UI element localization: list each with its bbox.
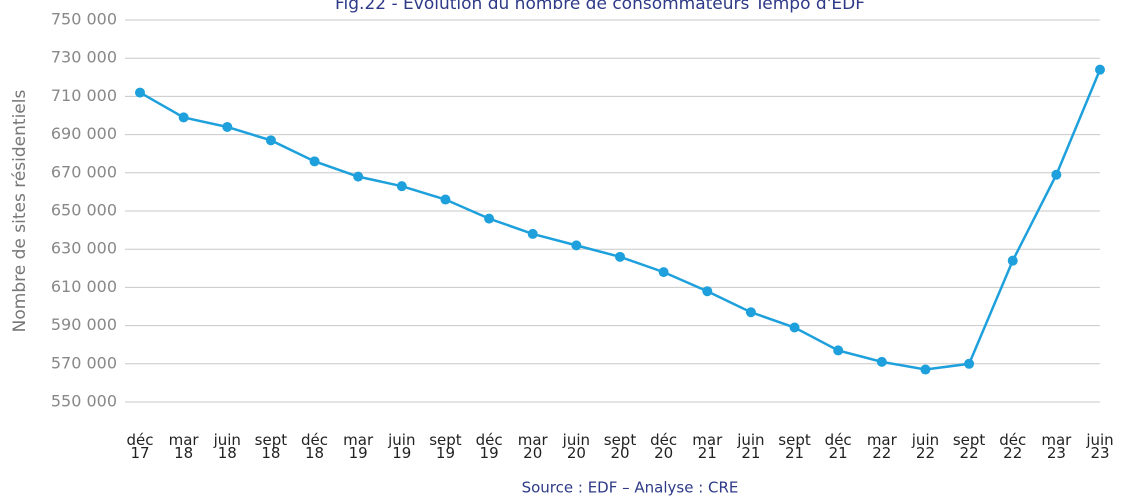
- line: [139, 69, 1102, 371]
- point: [876, 356, 887, 367]
- point: [1095, 64, 1105, 75]
- point: [658, 267, 669, 278]
- point: [1051, 169, 1062, 180]
- x-tick-label: sept 20: [603, 431, 637, 462]
- y-tick-label: 630 000: [51, 239, 117, 258]
- point: [527, 228, 538, 239]
- x-tick-label: mar 20: [517, 431, 548, 462]
- y-tick-label: 690 000: [51, 124, 117, 143]
- x-tick-label: mar 18: [168, 431, 199, 462]
- point: [964, 358, 975, 369]
- x-tick-label: déc 17: [126, 431, 154, 462]
- x-tick-label: mar 22: [866, 431, 897, 462]
- point: [135, 87, 145, 98]
- x-tick-label: sept 18: [254, 431, 288, 462]
- point: [178, 112, 189, 123]
- point: [615, 251, 625, 262]
- x-tick-label: mar 19: [343, 431, 374, 462]
- y-tick-label: 750 000: [51, 10, 117, 29]
- x-tick-label: déc 21: [824, 431, 852, 462]
- x-tick-label: juin 20: [562, 431, 591, 462]
- point: [309, 156, 320, 167]
- x-tick-label: déc 18: [301, 431, 329, 462]
- x-tick-label: déc 19: [475, 431, 503, 462]
- point: [396, 181, 407, 192]
- x-tick-label: déc 20: [650, 431, 678, 462]
- point: [1007, 255, 1018, 266]
- x-tick-label: déc 22: [999, 431, 1027, 462]
- x-tick-label: juin 18: [213, 431, 241, 462]
- y-axis-label: Nombre de sites résidentiels: [10, 90, 30, 333]
- y-tick-label: 650 000: [51, 201, 117, 220]
- point: [745, 307, 756, 318]
- x-tick-label: sept 22: [952, 431, 986, 462]
- y-tick-label: 670 000: [51, 162, 117, 181]
- x-tick-label: mar 23: [1041, 431, 1072, 462]
- point: [222, 121, 233, 132]
- y-tick-label: 550 000: [51, 392, 117, 411]
- x-tick-label: juin 21: [737, 431, 765, 462]
- x-tick-label: juin 19: [388, 431, 416, 462]
- x-tick-label: mar 21: [692, 431, 723, 462]
- point: [702, 286, 713, 297]
- y-tick-label: 710 000: [51, 86, 117, 105]
- y-tick-label: 570 000: [51, 353, 117, 372]
- source: Source : EDF – Analyse : CRE: [522, 479, 739, 497]
- point: [920, 364, 931, 375]
- point: [440, 194, 451, 205]
- x-tick-label: sept 19: [429, 431, 462, 462]
- point: [571, 240, 582, 251]
- point: [484, 213, 495, 224]
- point: [833, 345, 844, 356]
- x-tick-label: sept 21: [778, 431, 811, 462]
- x-tick-label: juin 22: [911, 431, 940, 462]
- point: [353, 171, 364, 182]
- y-tick-label: 590 000: [51, 315, 117, 334]
- y-tick-label: 610 000: [51, 277, 117, 296]
- point: [789, 322, 800, 333]
- point: [265, 135, 276, 146]
- chart-title: Fig.22 - Évolution du nombre de consomma…: [335, 0, 865, 14]
- x-tick-label: juin 23: [1086, 431, 1114, 462]
- y-tick-label: 730 000: [51, 48, 117, 67]
